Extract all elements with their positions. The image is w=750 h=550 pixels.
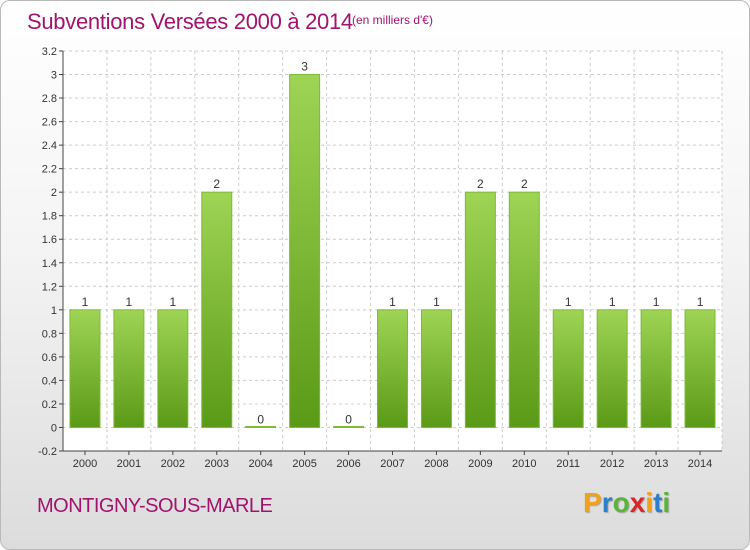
y-tick-label: 0.6 [42,352,57,364]
bar [157,309,189,428]
bar-value-label: 1 [609,295,616,309]
logo-letter: o [612,487,630,518]
bar [201,191,233,428]
bar-value-label: 1 [697,295,704,309]
bar [289,74,321,428]
x-tick-label: 2014 [688,458,712,470]
x-tick-label: 2013 [644,458,668,470]
chart-title: Subventions Versées 2000 à 2014 [27,9,353,34]
bar [464,191,496,428]
logo-letter: r [601,487,613,518]
x-tick-label: 2008 [424,458,448,470]
y-tick-label: 0 [51,422,57,434]
chart-subtitle: (en milliers d'€) [352,13,433,27]
y-tick-label: 1.6 [42,234,57,246]
y-tick-label: 1.8 [42,211,57,223]
y-tick-label: 2.6 [42,117,57,129]
proxiti-logo: Proxiti [583,487,670,519]
x-tick-label: 2005 [292,458,316,470]
x-tick-label: 2006 [336,458,360,470]
y-tick-label: 1.4 [42,258,57,270]
y-tick-label: 1 [51,305,57,317]
bar-value-label: 1 [169,295,176,309]
bar [69,309,101,428]
y-tick-label: 3.2 [42,46,57,58]
y-tick-label: 0.2 [42,399,57,411]
bar [508,191,540,428]
bar [552,309,584,428]
bar-value-label: 1 [433,295,440,309]
x-tick-label: 2012 [600,458,624,470]
bar [420,309,452,428]
bar-value-label: 2 [521,177,528,191]
y-tick-label: 1.2 [42,281,57,293]
x-tick-label: 2004 [248,458,272,470]
logo-letter: t [653,487,663,518]
bar [333,425,365,428]
y-tick-label: 2.8 [42,93,57,105]
bar-value-label: 1 [126,295,133,309]
bar [113,309,145,428]
bar-value-label: 1 [82,295,89,309]
y-tick-label: 2.2 [42,164,57,176]
bar-value-label: 1 [653,295,660,309]
bar-value-label: 0 [345,412,352,426]
y-tick-label: 2 [51,187,57,199]
y-tick-label: 0.4 [42,375,57,387]
bar-value-label: 2 [213,177,220,191]
logo-letter: i [645,487,654,518]
x-tick-label: 2001 [117,458,141,470]
x-tick-label: 2000 [73,458,97,470]
bar-value-label: 1 [389,295,396,309]
x-tick-label: 2009 [468,458,492,470]
logo-letter: P [583,487,602,518]
bar-value-label: 0 [257,412,264,426]
commune-name: MONTIGNY-SOUS-MARLE [37,495,273,517]
bar [640,309,672,428]
x-tick-label: 2010 [512,458,536,470]
bar [377,309,408,428]
bar [596,309,628,428]
y-tick-label: 0.8 [42,328,57,340]
bar [684,309,716,428]
bar-value-label: 1 [565,295,572,309]
bar [245,425,277,428]
logo-letter: i [662,487,671,518]
bar-value-label: 2 [477,177,484,191]
y-tick-label: -0.2 [38,446,57,458]
x-tick-label: 2002 [161,458,185,470]
y-tick-label: 2.4 [42,140,57,152]
x-tick-label: 2011 [556,458,580,470]
logo-letter: x [629,487,646,518]
bar-value-label: 3 [301,60,308,74]
x-tick-label: 2007 [380,458,404,470]
y-tick-label: 3 [51,70,57,82]
x-tick-label: 2003 [205,458,229,470]
